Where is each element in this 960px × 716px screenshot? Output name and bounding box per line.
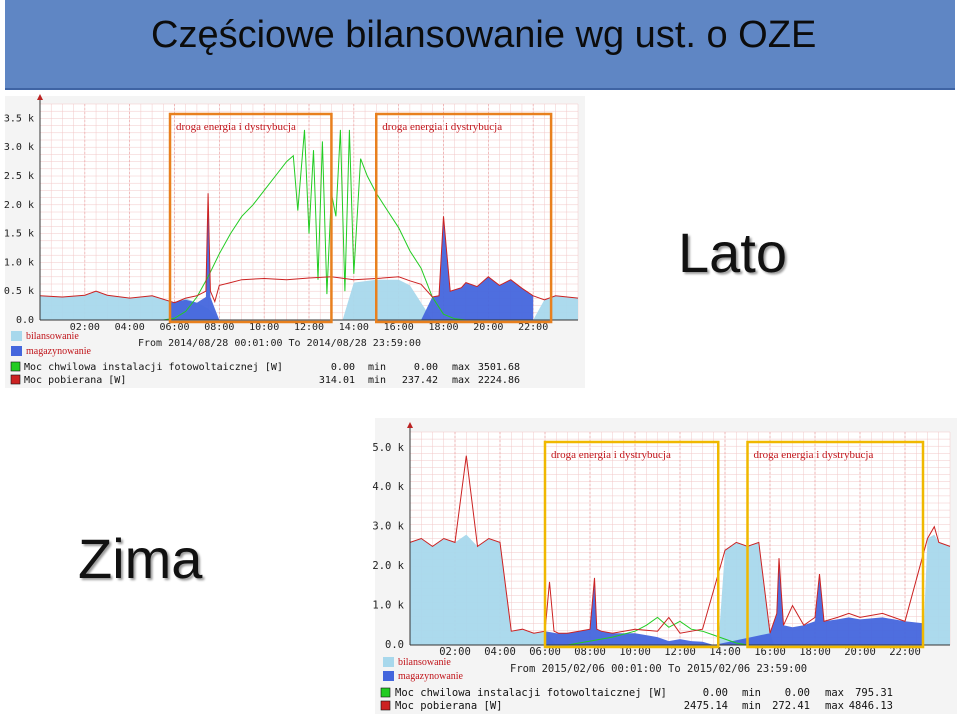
stat-max-label: max — [825, 687, 844, 699]
annotation-label: droga energia i dystrybucja — [754, 449, 874, 461]
stat-min-label: min — [742, 700, 761, 712]
y-axis-arrow — [407, 422, 413, 428]
stat-min: 272.41 — [772, 700, 810, 712]
annotation-label: droga energia i dystrybucja — [176, 121, 296, 133]
annotation-box — [746, 440, 925, 649]
y-tick-label: 3.0 k — [4, 142, 34, 153]
legend-series-name: Moc chwilowa instalacji fotowoltaicznej … — [24, 362, 283, 373]
legend-series-name: Moc pobierana [W] — [395, 700, 502, 712]
y-tick-label: 1.5 k — [4, 229, 34, 240]
x-tick-label: 04:00 — [115, 322, 145, 333]
stat-min: 237.42 — [402, 375, 438, 386]
series-line-pv — [567, 616, 748, 646]
legend-label-magazynowanie: magazynowanie — [26, 346, 92, 357]
stat-current: 314.01 — [319, 375, 355, 386]
x-tick-label: 02:00 — [70, 322, 100, 333]
stat-max-label: max — [452, 375, 470, 386]
legend-swatch-load — [380, 700, 391, 711]
legend-series-name: Moc pobierana [W] — [24, 375, 126, 386]
x-tick-label: 14:00 — [339, 322, 369, 333]
y-tick-label: 0.5 k — [4, 286, 34, 297]
x-tick-label: 20:00 — [473, 322, 503, 333]
x-tick-label: 16:00 — [754, 646, 786, 658]
legend-swatch-bilansowanie — [11, 331, 22, 341]
series-area-magazynowanie — [170, 199, 534, 320]
x-tick-label: 10:00 — [249, 322, 279, 333]
legend-swatch-pv — [10, 361, 21, 372]
x-tick-label: 14:00 — [709, 646, 741, 658]
x-tick-label: 12:00 — [294, 322, 324, 333]
y-tick-label: 0.0 — [385, 639, 404, 651]
x-tick-label: 04:00 — [484, 646, 516, 658]
x-tick-label: 12:00 — [664, 646, 696, 658]
stat-min-label: min — [368, 375, 386, 386]
slide-title: Częściowe bilansowanie wg ust. o OZE — [151, 14, 817, 56]
legend-label-bilansowanie: bilansowanie — [26, 331, 79, 342]
y-axis-arrow — [37, 94, 43, 100]
series-line-pv — [163, 129, 466, 321]
legend-swatch-bilansowanie — [383, 657, 394, 667]
x-tick-label: 16:00 — [384, 322, 414, 333]
x-tick-label: 06:00 — [529, 646, 561, 658]
x-tick-label: 08:00 — [204, 322, 234, 333]
x-tick-label: 22:00 — [889, 646, 921, 658]
x-tick-label: 08:00 — [574, 646, 606, 658]
chart-winter: 0.0 1.0 k 2.0 k 3.0 k 4.0 k 5.0 k 02:00 04:00 06… — [372, 418, 957, 714]
y-tick-label: 2.5 k — [4, 171, 34, 182]
y-tick-label: 5.0 k — [372, 442, 404, 454]
y-tick-label: 1.0 k — [372, 600, 404, 612]
x-tick-label: 10:00 — [619, 646, 651, 658]
x-tick-label: 18:00 — [428, 322, 458, 333]
legend-swatch-pv — [380, 687, 391, 698]
title-bar: Częściowe bilansowanie wg ust. o OZE — [5, 0, 955, 90]
chart-period: From 2015/02/06 00:01:00 To 2015/02/06 2… — [510, 663, 807, 675]
y-tick-label: 3.5 k — [4, 113, 34, 124]
stat-min-label: min — [368, 362, 386, 373]
series-area-bilansowanie — [410, 534, 950, 645]
x-tick-label: 18:00 — [799, 646, 831, 658]
legend-swatch-magazynowanie — [11, 346, 22, 356]
y-tick-label: 4.0 k — [372, 481, 404, 493]
stat-min: 0.00 — [414, 362, 438, 373]
stat-current: 0.00 — [331, 362, 355, 373]
x-tick-label: 02:00 — [439, 646, 471, 658]
legend-label-bilansowanie: bilansowanie — [398, 657, 451, 668]
x-tick-label: 20:00 — [844, 646, 876, 658]
stat-max-label: max — [452, 362, 470, 373]
stat-min: 0.00 — [785, 687, 810, 699]
stat-max: 4846.13 — [849, 700, 893, 712]
legend-series-name: Moc chwilowa instalacji fotowoltaicznej … — [395, 687, 667, 699]
chart-period: From 2014/08/28 00:01:00 To 2014/08/28 2… — [138, 338, 421, 349]
chart-summer: 0.0 0.5 k 1.0 k 1.5 k 2.0 k 2.5 k 3.0 k 3.5 k 02… — [4, 94, 585, 388]
y-tick-label: 0.0 — [16, 315, 34, 326]
annotation-box — [375, 112, 553, 324]
series-line-load — [409, 455, 951, 634]
annotation-label: droga energia i dystrybucja — [382, 121, 502, 133]
y-tick-label: 3.0 k — [372, 521, 404, 533]
season-label-winter: Zima — [78, 527, 203, 590]
series-area-magazynowanie — [545, 558, 923, 645]
annotation-box — [168, 112, 333, 324]
x-tick-label: 06:00 — [159, 322, 189, 333]
stat-current: 2475.14 — [684, 700, 728, 712]
stat-max: 795.31 — [855, 687, 893, 699]
annotation-box — [543, 440, 720, 649]
stat-max: 2224.86 — [478, 375, 520, 386]
x-tick-label: 22:00 — [518, 322, 548, 333]
y-tick-label: 2.0 k — [372, 560, 404, 572]
y-tick-label: 2.0 k — [4, 200, 34, 211]
annotation-label: droga energia i dystrybucja — [551, 449, 671, 461]
legend-swatch-magazynowanie — [383, 671, 394, 681]
season-label-summer: Lato — [678, 221, 787, 284]
stat-max: 3501.68 — [478, 362, 520, 373]
legend-label-magazynowanie: magazynowanie — [398, 671, 464, 682]
y-tick-label: 1.0 k — [4, 257, 34, 268]
stat-min-label: min — [742, 687, 761, 699]
stat-current: 0.00 — [703, 687, 728, 699]
stat-max-label: max — [825, 700, 844, 712]
legend-swatch-load — [10, 374, 21, 385]
